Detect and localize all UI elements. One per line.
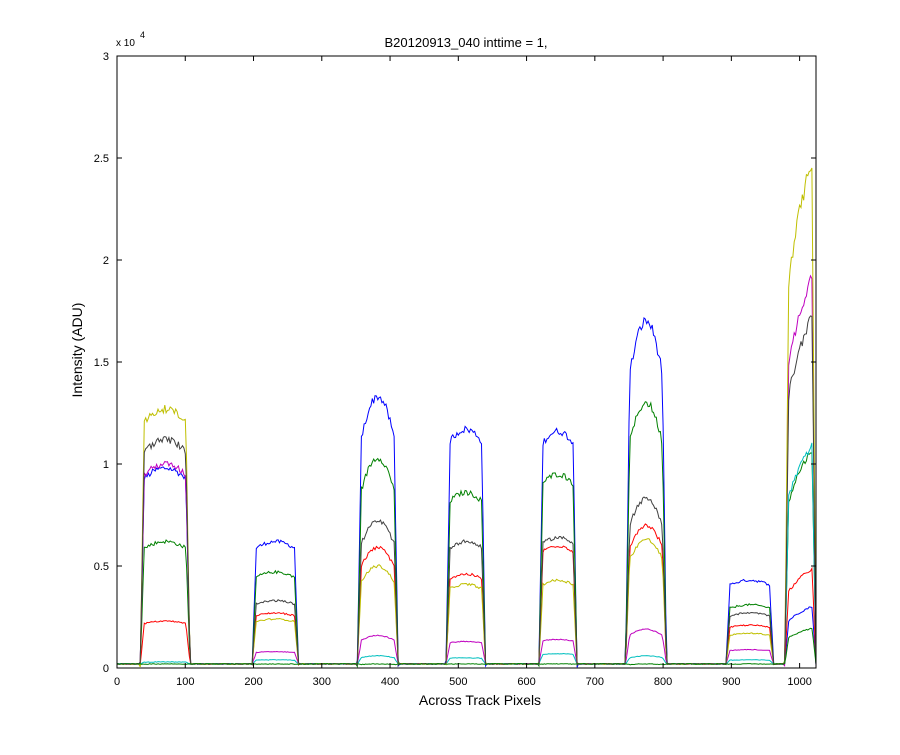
x-tick-label: 0 (114, 676, 120, 688)
y-multiplier-exponent: 4 (140, 30, 145, 40)
y-multiplier-label: x 10 (116, 38, 135, 49)
plot-area-background (117, 56, 816, 668)
y-tick-label: 1.5 (94, 357, 109, 369)
series-layer (116, 167, 817, 669)
x-tick-label: 500 (449, 676, 467, 688)
y-tick-label: 2 (103, 255, 109, 267)
x-tick-label: 600 (517, 676, 535, 688)
y-tick-label: 0.5 (94, 561, 109, 573)
x-tick-label: 100 (176, 676, 194, 688)
y-tick-label: 0 (103, 663, 109, 675)
series-line-7 (116, 627, 817, 666)
y-axis-label: Intensity (ADU) (69, 303, 85, 398)
y-tick-label: 2.5 (94, 153, 109, 165)
x-tick-label: 700 (586, 676, 604, 688)
x-tick-label: 200 (244, 676, 262, 688)
x-tick-label: 400 (381, 676, 399, 688)
chart-title: B20120913_040 inttime = 1, (385, 35, 548, 50)
x-axis-label: Across Track Pixels (419, 692, 541, 708)
y-axis-ticks: 0 0.5 1 1.5 2 2.5 3 (94, 51, 816, 675)
y-tick-label: 1 (103, 459, 109, 471)
x-tick-label: 800 (654, 676, 672, 688)
x-tick-label: 1000 (787, 676, 811, 688)
x-tick-label: 900 (722, 676, 740, 688)
y-tick-label: 3 (103, 51, 109, 63)
x-tick-label: 300 (313, 676, 331, 688)
x-axis-ticks: 0 100 200 300 400 500 600 700 800 900 1000 (114, 56, 812, 688)
